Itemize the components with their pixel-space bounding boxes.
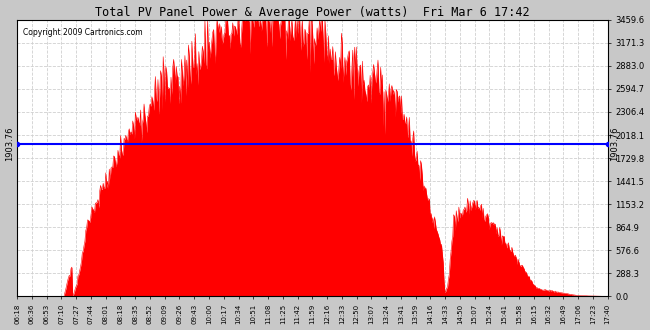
Text: 1903.76: 1903.76 <box>610 127 619 161</box>
Title: Total PV Panel Power & Average Power (watts)  Fri Mar 6 17:42: Total PV Panel Power & Average Power (wa… <box>95 6 530 18</box>
Text: Copyright 2009 Cartronics.com: Copyright 2009 Cartronics.com <box>23 28 142 37</box>
Text: 1903.76: 1903.76 <box>5 127 14 161</box>
